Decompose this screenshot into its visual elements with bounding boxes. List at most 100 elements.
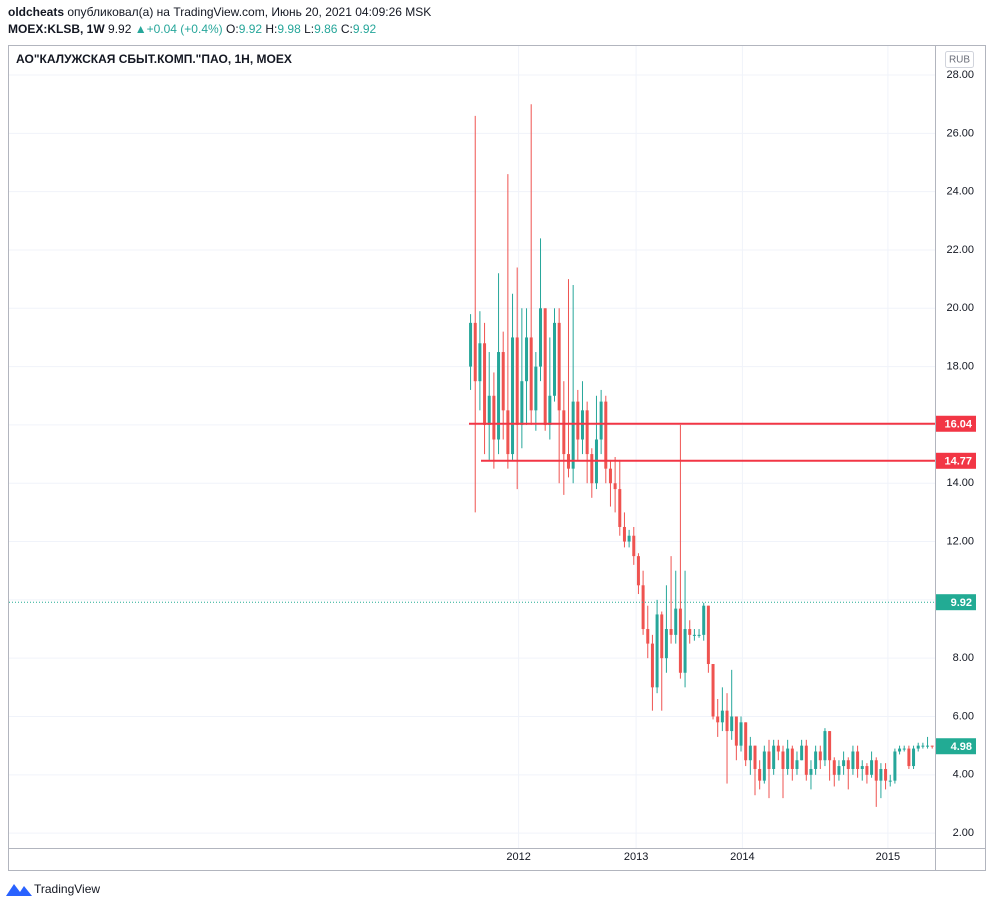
candle-body: [655, 614, 659, 688]
candle-body: [898, 748, 902, 752]
currency: RUB: [949, 55, 970, 66]
candle-body: [776, 745, 780, 752]
candle-body: [912, 748, 916, 767]
price-tag-label: 14.77: [944, 456, 972, 468]
candle-body: [781, 751, 785, 769]
currency-box: [945, 51, 974, 68]
candle-body: [669, 629, 673, 635]
candle-body: [492, 395, 496, 440]
candle-body: [646, 629, 650, 644]
price-tag: [936, 594, 976, 611]
candle-body: [585, 410, 589, 455]
grid: [9, 46, 935, 848]
candle-body: [795, 760, 799, 769]
y-tick-label: 24.00: [946, 186, 974, 198]
candle-body: [562, 410, 566, 455]
candle-body: [557, 322, 561, 411]
x-tick-label: 2014: [730, 851, 754, 863]
price-tag: [936, 415, 976, 432]
candle-body: [599, 401, 603, 440]
candle-body: [730, 716, 734, 732]
o-value: 9.92: [238, 22, 263, 36]
candle-body: [501, 352, 505, 411]
o-label: O:: [226, 22, 239, 36]
candle-body: [809, 768, 813, 775]
h-value: 9.98: [277, 22, 301, 36]
published: опубликовал(а) на TradingView.com, Июнь …: [67, 5, 432, 19]
y-tick-label: 14.00: [946, 477, 974, 489]
x-tick-label: 2015: [876, 851, 900, 863]
h-label: H:: [265, 22, 278, 36]
candle-body: [814, 751, 818, 769]
candle-body: [744, 722, 748, 761]
candle-body: [884, 768, 888, 781]
candle-body: [739, 722, 743, 746]
candle-body: [888, 780, 892, 782]
candle-body: [618, 489, 622, 527]
candle-body: [539, 308, 543, 367]
candle-body: [748, 745, 752, 761]
price-tag: [936, 738, 976, 755]
candle-body: [870, 760, 874, 775]
candle-body: [879, 768, 883, 781]
candle-body: [506, 410, 510, 455]
candle-body: [520, 381, 524, 425]
x-tick-label: 2013: [624, 851, 648, 863]
y-tick-label: 8.00: [953, 652, 974, 664]
candle-body: [683, 629, 687, 673]
price-tag-label: 16.04: [944, 419, 972, 431]
candle-body: [902, 748, 906, 750]
y-tick-label: 18.00: [946, 361, 974, 373]
candle-body: [758, 768, 762, 781]
y-tick-label: 26.00: [946, 127, 974, 139]
candle-body: [678, 608, 682, 673]
x-tick-label: 2012: [506, 851, 530, 863]
candle-body: [604, 401, 608, 469]
candle-body: [828, 731, 832, 761]
candle-body: [469, 322, 473, 367]
candle-body: [921, 745, 925, 747]
author: oldcheats: [8, 5, 65, 19]
candle-body: [837, 766, 841, 775]
y-tick-label: 6.00: [953, 710, 974, 722]
candle-body: [534, 366, 538, 411]
price-tag: [936, 452, 976, 469]
publish-line: oldcheats опубликовал(а) на TradingView.…: [8, 5, 431, 19]
candle-body: [702, 605, 706, 635]
candle-body: [511, 337, 515, 455]
candle-body: [767, 751, 771, 769]
candle-body: [613, 483, 617, 490]
l-label: L:: [304, 22, 315, 36]
candle-body: [874, 760, 878, 781]
candle-body: [916, 745, 920, 749]
candle-body: [478, 343, 482, 382]
ohlc-line: MOEX:KLSB, 1W 9.92 ▲+0.04 (+0.4%) O:9.92…: [8, 22, 376, 36]
candle-body: [497, 352, 501, 440]
price-tag-label: 9.92: [951, 597, 972, 609]
change: +0.04 (+0.4%): [146, 22, 223, 36]
chart-title: АО"КАЛУЖСКАЯ СБЫТ.КОМП."ПАО, 1H, MOEX: [16, 52, 292, 66]
candle-body: [856, 751, 860, 769]
candle-body: [725, 710, 729, 732]
candle-body: [515, 337, 519, 425]
candle-body: [692, 634, 696, 636]
candle-body: [697, 634, 701, 636]
price-tag-label: 4.98: [951, 741, 972, 753]
candle-body: [580, 410, 584, 440]
footer-logo: TradingView: [6, 882, 100, 896]
candle-body: [487, 395, 491, 425]
candle-body: [571, 401, 575, 469]
candle-body: [818, 751, 822, 761]
y-tick-label: 28.00: [946, 69, 974, 81]
y-tick-label: 20.00: [946, 302, 974, 314]
candle-body: [772, 745, 776, 769]
candle-body: [893, 751, 897, 781]
candle-body: [851, 751, 855, 769]
candle-body: [790, 748, 794, 769]
y-tick-label: 4.00: [953, 769, 974, 781]
candle-body: [576, 401, 580, 440]
candle-body: [650, 643, 654, 688]
candle-body: [660, 614, 664, 659]
arrow: ▲: [134, 22, 147, 36]
